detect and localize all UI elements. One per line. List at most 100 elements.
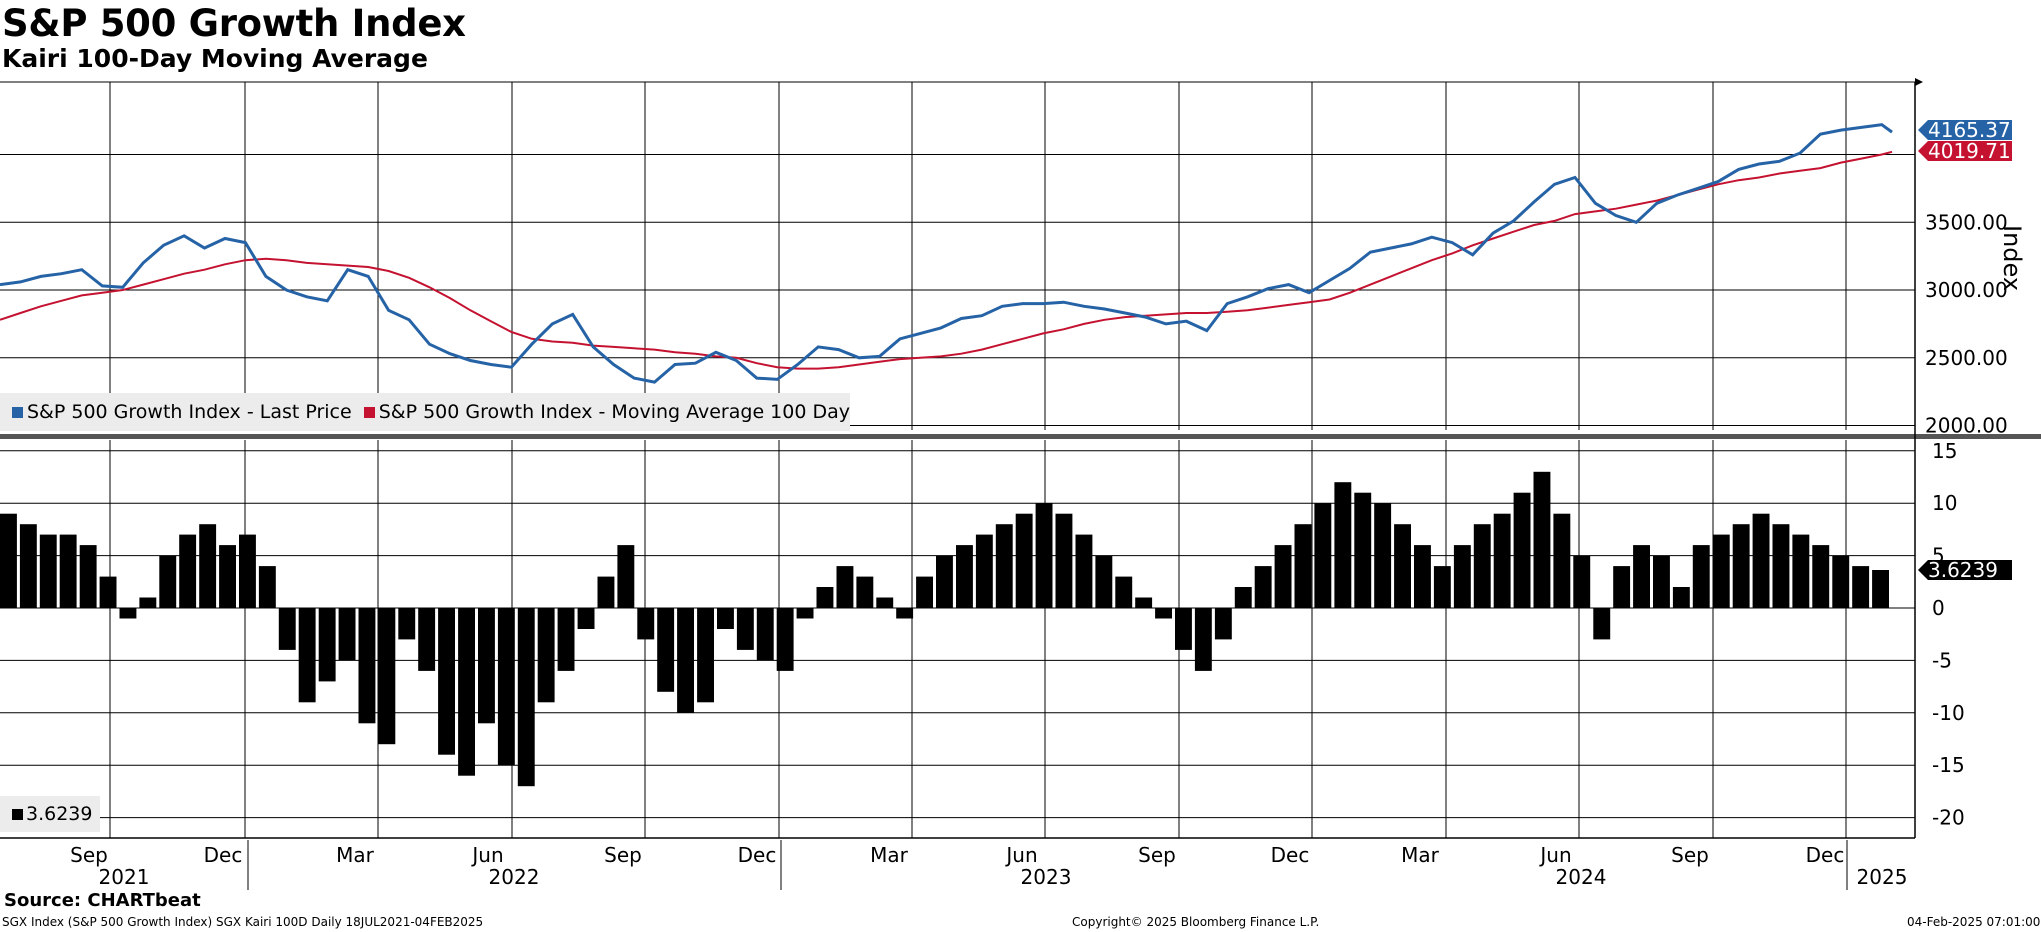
kairi-bar xyxy=(1712,534,1730,608)
kairi-bar xyxy=(0,513,17,608)
upper-ytick-label: 2500.00 xyxy=(1925,346,2008,370)
kairi-bar xyxy=(1493,513,1511,608)
upper-legend: S&P 500 Growth Index - Last Price S&P 50… xyxy=(0,393,850,431)
kairi-bar xyxy=(1374,503,1392,608)
last-price-tag: 4165.37 xyxy=(1918,118,2012,142)
kairi-bar xyxy=(637,608,655,640)
lower-ytick-label: 0 xyxy=(1932,596,1945,620)
kairi-bar xyxy=(338,608,356,661)
chart-subtitle: Kairi 100-Day Moving Average xyxy=(2,44,428,73)
kairi-bar xyxy=(438,608,455,755)
last-ma-tag-text: 4019.71 xyxy=(1928,139,2011,163)
xtick-month-label: Dec xyxy=(1806,843,1845,867)
kairi-bar xyxy=(219,545,236,608)
chart-title: S&P 500 Growth Index xyxy=(2,2,466,45)
xtick-month-label: Sep xyxy=(604,843,642,867)
kairi-bar xyxy=(478,608,495,724)
kairi-bar xyxy=(398,608,416,640)
kairi-bar xyxy=(1015,513,1033,608)
kairi-bar xyxy=(1533,471,1551,608)
xtick-month-label: Dec xyxy=(204,843,243,867)
kairi-bar xyxy=(1035,503,1053,608)
kairi-bar xyxy=(1135,597,1153,608)
legend-swatch-ma xyxy=(363,406,375,418)
kairi-bar xyxy=(1234,587,1252,608)
kairi-bar xyxy=(79,545,97,608)
kairi-bar xyxy=(1095,555,1113,608)
kairi-bar xyxy=(278,608,296,650)
last-price-line xyxy=(0,123,1893,384)
kairi-bar xyxy=(597,576,615,608)
upper-ytick-label: 3000.00 xyxy=(1925,278,2008,302)
kairi-bar xyxy=(1115,576,1133,608)
kairi-bar xyxy=(1573,555,1591,608)
xtick-month-label: Sep xyxy=(1671,843,1709,867)
kairi-bar xyxy=(1334,482,1352,608)
kairi-bar xyxy=(876,597,894,608)
kairi-bar xyxy=(1175,608,1192,650)
kairi-bar xyxy=(1214,608,1232,640)
kairi-bar xyxy=(199,524,217,608)
kairi-bar xyxy=(657,608,675,692)
upper-gridlines xyxy=(0,82,1915,430)
kairi-bar xyxy=(1653,555,1670,608)
lower-ytick-label: -5 xyxy=(1932,648,1952,672)
upper-ytick-label: 3500.00 xyxy=(1925,210,2008,234)
kairi-bar xyxy=(1414,545,1431,608)
kairi-bar xyxy=(1354,492,1372,608)
kairi-bar xyxy=(1194,608,1212,671)
lower-ytick-label: -15 xyxy=(1932,753,1965,777)
kairi-bar xyxy=(856,576,874,608)
legend-label-ma: S&P 500 Growth Index - Moving Average 10… xyxy=(378,401,851,423)
panel-separator xyxy=(0,434,2041,439)
kairi-bar xyxy=(1692,545,1710,608)
upper-ytick-label: 2000.00 xyxy=(1925,414,2008,438)
legend-item-price: S&P 500 Growth Index - Last Price xyxy=(12,401,352,423)
last-ma-tag: 4019.71 xyxy=(1918,139,2012,163)
axis-arrow xyxy=(1915,78,1923,86)
kairi-bar xyxy=(1593,608,1611,640)
xtick-month-label: Sep xyxy=(70,843,108,867)
legend-swatch-kairi xyxy=(12,808,23,820)
footer-copyright: Copyright© 2025 Bloomberg Finance L.P. xyxy=(1072,915,1320,929)
footer-timestamp: 04-Feb-2025 07:01:00 xyxy=(1907,915,2041,929)
xtick-month-label: Dec xyxy=(738,843,777,867)
kairi-bar xyxy=(1055,513,1073,608)
kairi-bar xyxy=(1772,524,1790,608)
source-note: Source: CHARTbeat xyxy=(4,890,201,911)
legend-label-kairi: 3.6239 xyxy=(26,803,93,825)
last-kairi-tag: 3.6239 xyxy=(1918,558,2012,582)
xtick-year-label: 2025 xyxy=(1857,865,1908,889)
kairi-bar xyxy=(1473,524,1491,608)
kairi-bar xyxy=(816,587,834,608)
kairi-bar xyxy=(1433,566,1451,608)
kairi-bar xyxy=(497,608,515,766)
lower-ytick-label: 15 xyxy=(1932,439,1957,463)
kairi-bar xyxy=(617,545,635,608)
kairi-bar xyxy=(975,534,993,608)
kairi-bar xyxy=(1453,545,1471,608)
kairi-bar xyxy=(1732,524,1750,608)
kairi-bar xyxy=(358,608,376,724)
kairi-bar xyxy=(717,608,734,629)
kairi-bar xyxy=(1394,524,1411,608)
kairi-bar xyxy=(1075,534,1093,608)
kairi-bar xyxy=(936,555,953,608)
xtick-year-label: 2023 xyxy=(1021,865,1072,889)
kairi-bar xyxy=(1294,524,1312,608)
kairi-bar xyxy=(1752,513,1770,608)
xtick-year-label: 2022 xyxy=(489,865,540,889)
kairi-bar xyxy=(458,608,475,776)
kairi-bar xyxy=(418,608,436,671)
kairi-bar xyxy=(1633,545,1650,608)
kairi-bar xyxy=(298,608,316,703)
kairi-bar xyxy=(1274,545,1292,608)
kairi-bar xyxy=(119,608,137,619)
kairi-bar xyxy=(99,576,117,608)
kairi-bar xyxy=(19,524,37,608)
kairi-bar xyxy=(258,566,276,608)
kairi-bar xyxy=(956,545,973,608)
kairi-bar xyxy=(697,608,714,703)
kairi-bar xyxy=(1155,608,1172,619)
